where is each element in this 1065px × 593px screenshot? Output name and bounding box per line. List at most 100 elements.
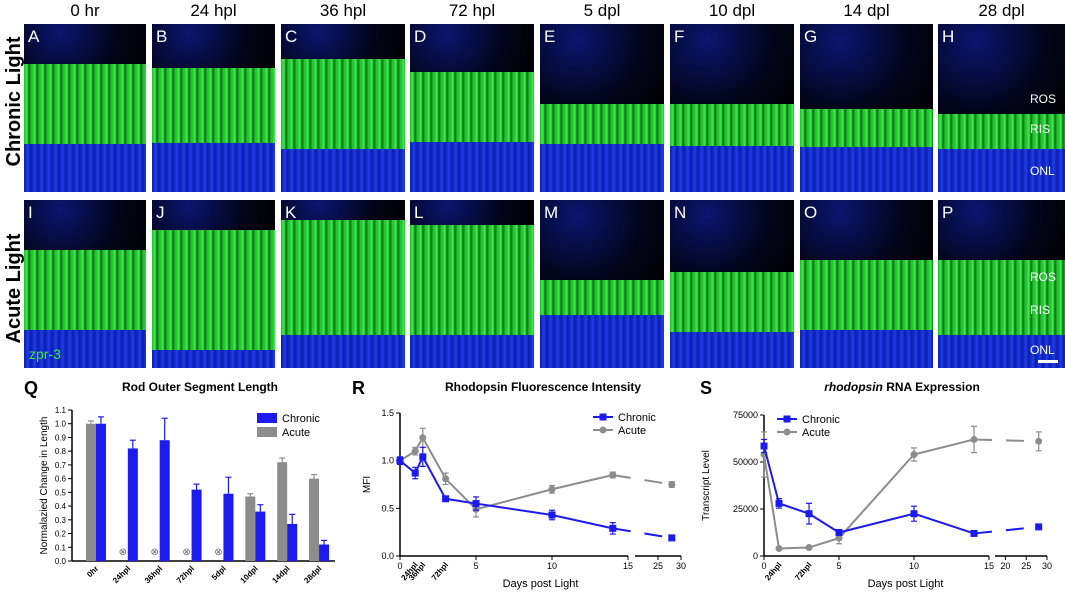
panel-letter-q: Q <box>24 378 39 398</box>
row-label-acute: Acute Light <box>3 233 25 344</box>
y-tick-label: 0.5 <box>381 503 394 513</box>
series-line-chronic <box>399 454 614 530</box>
nuclear-layer <box>800 330 933 368</box>
bar-chronic <box>159 440 170 561</box>
column-header-1: 24 hpl <box>190 1 237 20</box>
x-tick-label: 20 <box>1000 561 1010 571</box>
legend-marker-acute <box>599 426 607 434</box>
zpr3-stained-layer <box>410 72 534 142</box>
zpr3-stained-layer <box>670 104 794 146</box>
layer-label-onl: ONL <box>1030 343 1055 357</box>
panel-letter: E <box>544 27 556 46</box>
layer-label-ris: RIS <box>1030 303 1051 317</box>
legend-swatch-acute <box>257 427 277 437</box>
data-point-chronic <box>411 469 419 477</box>
zpr3-stained-layer <box>152 68 275 143</box>
zpr3-stained-layer <box>152 230 275 350</box>
scale-bar <box>1038 360 1058 363</box>
x-tick-label: 25 <box>653 561 663 571</box>
y-tick-label: 1.1 <box>55 406 67 415</box>
micrograph-panel-O: O <box>800 200 933 368</box>
layer-label-ris: RIS <box>1030 122 1051 136</box>
panel-letter: I <box>28 203 33 222</box>
micrograph-panel-D: D <box>410 24 534 192</box>
panel-background <box>938 200 1065 260</box>
panel-letter: F <box>674 27 685 46</box>
y-tick-label: 0.8 <box>55 447 67 456</box>
panel-background <box>281 24 405 59</box>
x-tick-label: 0 <box>761 561 766 571</box>
data-point-chronic <box>805 510 813 518</box>
y-tick-label: 0.1 <box>55 543 67 552</box>
legend-label-acute: Acute <box>802 427 830 439</box>
data-point-chronic <box>472 500 480 508</box>
data-point-acute <box>548 485 556 493</box>
bar-acute <box>277 462 288 561</box>
micrograph-panel-K: K <box>281 200 405 368</box>
y-tick-label: 0.0 <box>55 557 67 566</box>
chart-rhodopsin-fluorescence: Rhodopsin Fluorescence Intensity MFI Days … <box>362 380 686 590</box>
micrograph-panel-P: P ROS RIS ONL <box>938 200 1065 368</box>
bar-acute <box>309 478 320 561</box>
zpr3-stained-layer <box>281 59 405 149</box>
zpr3-stained-layer <box>24 250 146 330</box>
x-tick-label-special: 72hpl <box>793 561 813 583</box>
x-tick-label: 24hpl <box>111 564 132 585</box>
chart-rod-outer-segment-length: Rod Outer Segment Length Normalazied Chan… <box>39 380 335 585</box>
missing-marker: ⊗ <box>214 547 222 558</box>
zpr3-stained-layer <box>800 109 933 147</box>
data-point-chronic <box>910 510 918 518</box>
series-line-tail-chronic <box>612 527 672 539</box>
panel-background <box>670 200 794 272</box>
column-header-6: 14 dpl <box>843 1 890 20</box>
nuclear-layer <box>152 350 275 368</box>
y-axis-label: Normalazied Change in Length <box>39 417 50 555</box>
x-tick-label: 10 <box>547 561 557 571</box>
data-point-acute <box>419 434 427 442</box>
x-tick-label: 25 <box>1021 561 1031 571</box>
missing-marker: ⊗ <box>182 547 190 558</box>
data-point-chronic <box>548 511 556 519</box>
nuclear-layer <box>410 335 534 368</box>
y-tick-label: 1.0 <box>55 420 67 429</box>
data-point-chronic <box>668 534 676 542</box>
bar-chronic <box>95 423 106 561</box>
zpr3-stained-layer <box>540 280 664 315</box>
micrograph-panel-J: J <box>152 200 275 368</box>
nuclear-layer <box>938 149 1065 192</box>
data-point-acute <box>668 481 676 488</box>
micrograph-panel-E: E <box>540 24 664 192</box>
panel-letter: M <box>544 203 559 222</box>
nuclear-layer <box>540 144 664 192</box>
x-tick-label: 72hpl <box>175 564 196 585</box>
micrograph-panel-M: M <box>540 200 664 368</box>
zpr3-stained-layer <box>938 260 1065 335</box>
zpr3-stained-layer <box>938 114 1065 149</box>
y-tick-label: 0.3 <box>55 516 67 525</box>
bar-acute <box>85 423 96 561</box>
series-line-tail-acute <box>612 473 672 486</box>
layer-label-onl: ONL <box>1030 164 1055 178</box>
panel-letter: D <box>414 27 427 46</box>
panel-background <box>540 200 664 280</box>
column-header-4: 5 dpl <box>583 1 621 20</box>
layer-label-ros: ROS <box>1030 92 1057 106</box>
x-axis-label: Days post Light <box>868 578 944 590</box>
panel-background <box>410 24 534 72</box>
micrograph-panel-C: C <box>281 24 405 192</box>
nuclear-layer <box>670 146 794 192</box>
legend-marker-acute <box>783 428 791 436</box>
panel-letter: O <box>804 203 818 222</box>
data-point-chronic <box>970 529 978 537</box>
chart-rhodopsin-rna: rhodopsin RNA Expression Transcript Level… <box>701 380 1052 590</box>
panel-background <box>24 200 146 250</box>
data-point-acute <box>805 544 813 552</box>
panel-background <box>152 24 275 68</box>
micrograph-panel-H: H ROS RIS ONL <box>938 24 1065 192</box>
zpr3-stained-layer <box>410 225 534 335</box>
y-tick-label: 0.0 <box>381 551 394 561</box>
y-tick-label: 0.2 <box>55 530 67 539</box>
panel-letter: B <box>156 27 168 46</box>
nuclear-layer <box>152 143 275 192</box>
